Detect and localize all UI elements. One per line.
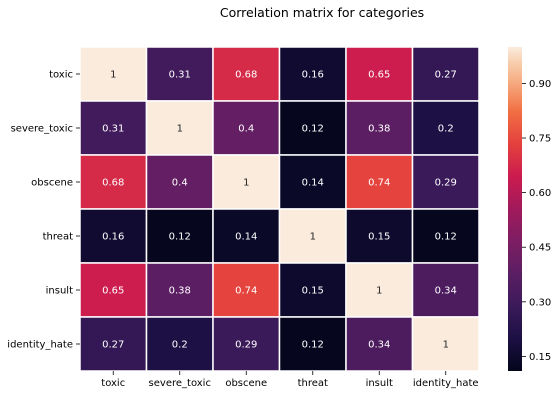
cell-value-label: 0.16: [102, 232, 124, 243]
heatmap-cell: [411, 154, 480, 210]
heatmap-cell: [411, 208, 480, 264]
cell-value-label: 0.65: [102, 286, 124, 297]
cell-value-label: 0.38: [169, 286, 191, 297]
heatmap-cell: [145, 208, 214, 264]
cell-value-label: 0.14: [235, 232, 257, 243]
cell-value-label: 0.74: [235, 286, 257, 297]
y-tick-label: identity_hate: [7, 340, 73, 351]
heatmap-cell: [411, 262, 480, 318]
heatmap-cell: [212, 208, 281, 264]
x-tick-label: insult: [366, 378, 393, 389]
heatmap-cell: [79, 208, 148, 264]
heatmap-cell: [411, 100, 480, 156]
heatmap-cell: [278, 208, 347, 264]
y-tick-label: insult: [46, 286, 73, 297]
colorbar-tick-label: 0.30: [529, 297, 551, 308]
cell-value-label: 1: [376, 286, 382, 297]
cell-value-label: 0.34: [368, 340, 390, 351]
cell-value-label: 0.29: [435, 178, 457, 189]
heatmap-cells: 1 0.31 0.68 0.16 0.65 0.27 0.31 1 0.4 0.12 0.38 0.2…: [79, 46, 480, 372]
y-tick-label: obscene: [31, 178, 73, 189]
heatmap-cell: [278, 100, 347, 156]
cell-value-label: 0.31: [102, 124, 124, 135]
heatmap-cell: [145, 100, 214, 156]
cell-value-label: 0.68: [235, 70, 257, 81]
cell-value-label: 0.34: [435, 286, 457, 297]
y-tick-label: toxic: [49, 70, 73, 81]
cell-value-label: 0.65: [368, 70, 390, 81]
chart-title: Correlation matrix for categories: [220, 5, 424, 20]
cell-value-label: 1: [243, 178, 249, 189]
heatmap-cell: [411, 46, 480, 102]
cell-value-label: 0.15: [368, 232, 390, 243]
heatmap-cell: [345, 208, 414, 264]
cell-value-label: 0.31: [169, 70, 191, 81]
cell-value-label: 0.15: [302, 286, 324, 297]
cell-value-label: 0.12: [169, 232, 191, 243]
y-tick-label: severe_toxic: [11, 124, 73, 135]
cell-value-label: 0.29: [235, 340, 257, 351]
cell-value-label: 0.16: [302, 70, 324, 81]
y-tick-label: threat: [43, 232, 73, 243]
cell-value-label: 0.68: [102, 178, 124, 189]
cell-value-label: 0.27: [435, 70, 457, 81]
cell-value-label: 0.27: [102, 340, 124, 351]
heatmap-cell: [145, 154, 214, 210]
heatmap-cell: [79, 316, 148, 372]
heatmap-cell: [145, 46, 214, 102]
colorbar: [508, 47, 522, 371]
cell-value-label: 0.2: [172, 340, 188, 351]
cell-value-label: 1: [110, 70, 116, 81]
x-tick-label: toxic: [101, 378, 125, 389]
heatmap-cell: [345, 154, 414, 210]
x-tick-label: identity_hate: [413, 378, 479, 389]
cell-value-label: 0.2: [438, 124, 454, 135]
colorbar-tick-label: 0.60: [529, 188, 551, 199]
cell-value-label: 0.14: [302, 178, 324, 189]
x-tick-label: obscene: [225, 378, 267, 389]
x-tick-labels: toxic severe_toxic obscene threat insult iden…: [101, 371, 479, 389]
cell-value-label: 1: [177, 124, 183, 135]
colorbar-tick-label: 0.15: [529, 352, 551, 363]
cell-value-label: 0.12: [302, 124, 324, 135]
colorbar-tick-label: 0.90: [529, 79, 551, 90]
cell-value-label: 1: [310, 232, 316, 243]
cell-value-label: 1: [443, 340, 449, 351]
colorbar-tick-label: 0.45: [529, 243, 551, 254]
heatmap-cell: [278, 154, 347, 210]
cell-value-label: 0.4: [238, 124, 254, 135]
heatmap-cell: [212, 262, 281, 318]
cell-value-label: 0.12: [302, 340, 324, 351]
cell-value-label: 0.38: [368, 124, 390, 135]
cell-value-label: 0.74: [368, 178, 390, 189]
cell-value-label: 0.12: [435, 232, 457, 243]
heatmap-cell: [278, 262, 347, 318]
colorbar-ticks: 0.15 0.30 0.45 0.60 0.75 0.90: [522, 79, 551, 363]
cell-value-label: 0.4: [172, 178, 188, 189]
x-tick-label: severe_toxic: [149, 378, 211, 389]
x-tick-label: threat: [298, 378, 328, 389]
colorbar-tick-label: 0.75: [529, 134, 551, 145]
heatmap-cell: [345, 262, 414, 318]
heatmap-cell: [411, 316, 480, 372]
